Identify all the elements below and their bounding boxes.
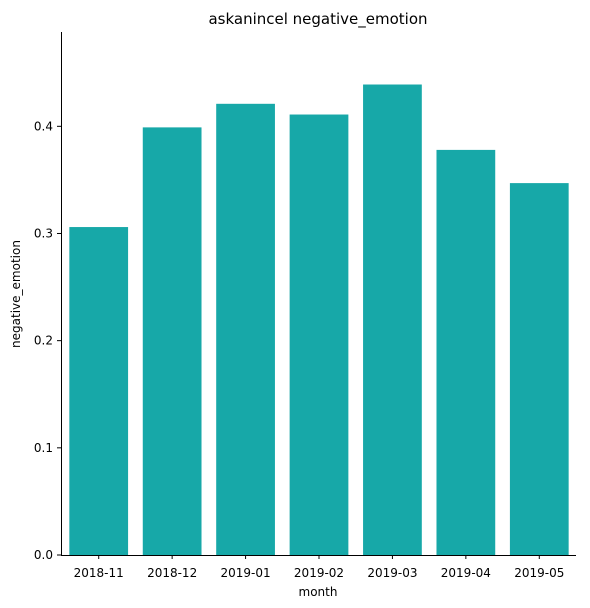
y-ticks-group: 0.0 0.1 0.2 0.3 0.4	[34, 119, 62, 562]
bar-2019-04	[436, 149, 496, 555]
x-tick-label: 2019-03	[367, 566, 417, 580]
bar-2019-05	[509, 183, 569, 556]
x-tick-label: 2019-01	[221, 566, 271, 580]
x-axis-label: month	[299, 585, 338, 599]
x-tick-label: 2019-05	[514, 566, 564, 580]
y-tick-label: 0.1	[34, 441, 53, 455]
y-tick-label: 0.4	[34, 119, 53, 133]
bars-group	[69, 84, 569, 556]
y-tick-label: 0.3	[34, 226, 53, 240]
bar-2018-12	[142, 127, 202, 555]
x-ticks-group: 2018-11 2018-12 2019-01 2019-02 2019-03 2019-…	[74, 555, 564, 580]
x-tick-label: 2019-02	[294, 566, 344, 580]
bar-2019-02	[289, 114, 349, 556]
y-axis-label: negative_emotion	[9, 240, 23, 348]
x-tick-label: 2018-12	[147, 566, 197, 580]
y-tick-label: 0.2	[34, 334, 53, 348]
chart-title: askanincel negative_emotion	[208, 10, 427, 29]
bar-2018-11	[69, 227, 129, 556]
y-tick-label: 0.0	[34, 548, 53, 562]
x-tick-label: 2018-11	[74, 566, 124, 580]
x-tick-label: 2019-04	[441, 566, 491, 580]
bar-2019-01	[216, 103, 275, 555]
bar-2019-03	[363, 84, 422, 555]
